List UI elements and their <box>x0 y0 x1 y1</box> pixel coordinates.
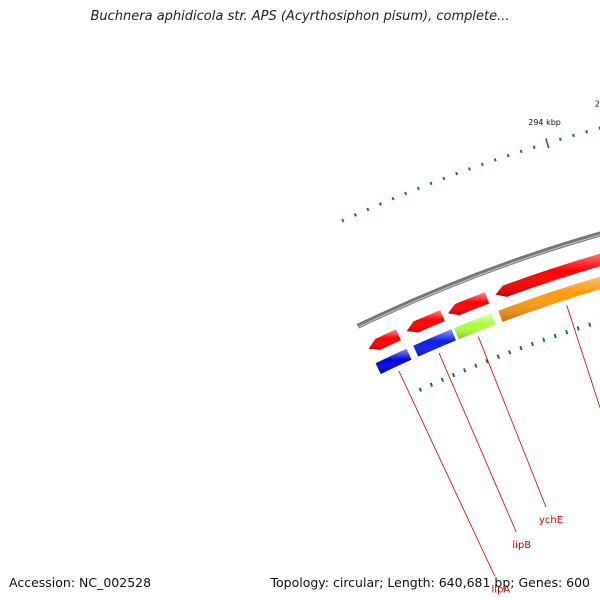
ruler-outer <box>341 126 600 223</box>
gene-leader-line <box>566 304 600 409</box>
gene-lipB <box>413 329 457 357</box>
ruler-minor-tick <box>532 145 536 149</box>
inner-ruler-tick <box>496 354 501 359</box>
accession-text: Accession: NC_002528 <box>9 575 152 590</box>
gene-rnb <box>498 276 600 322</box>
inner-ruler-tick <box>508 350 512 355</box>
inner-ruler-tick <box>530 341 535 347</box>
ruler-minor-tick <box>506 153 510 158</box>
backbone-circle <box>356 231 600 329</box>
inner-ruler-tick <box>519 345 523 351</box>
ruler-minor-tick <box>378 202 382 206</box>
ruler-minor-tick <box>391 196 395 201</box>
inner-ruler-tick <box>553 333 557 339</box>
ruler-minor-tick <box>585 130 589 134</box>
inner-ruler-tick <box>440 377 445 383</box>
forward-gene-arrow <box>406 310 445 333</box>
ruler-minor-tick <box>467 167 471 171</box>
ruler-minor-tick <box>416 186 420 191</box>
ruler-minor-tick <box>455 171 459 176</box>
inner-ruler-tick <box>485 358 489 364</box>
ruler-minor-tick <box>480 162 484 167</box>
ruler-minor-tick <box>366 207 370 212</box>
ruler-label: 294 kbp <box>528 118 561 127</box>
inner-ruler-tick <box>588 322 592 327</box>
inner-ruler-tick <box>462 368 467 373</box>
inner-ruler-tick <box>576 326 580 331</box>
gene-label: lipA <box>492 584 511 595</box>
backbone-highlight <box>357 234 600 328</box>
ruler-minor-tick <box>341 218 345 223</box>
forward-gene-arrow <box>368 329 401 350</box>
ruler-label: 293 kbp <box>595 100 600 109</box>
inner-ruler-tick <box>565 329 569 335</box>
ruler-minor-tick <box>442 176 446 181</box>
gene-leader-line <box>477 336 547 507</box>
topology-text: Topology: circular; Length: 640,681 bp; … <box>270 575 591 590</box>
gene-label: ychE <box>539 515 563 526</box>
ruler-minor-tick <box>429 181 433 186</box>
gene-lipA <box>375 348 412 375</box>
ruler-minor-tick <box>519 149 523 154</box>
reverse-strand-features <box>375 276 600 375</box>
ruler-labels: 294 kbp293 kbp292 kbp291 kbp290 kbp289 k… <box>528 100 600 128</box>
inner-ruler-tick <box>542 337 546 343</box>
forward-strand-features <box>368 253 600 350</box>
ruler-minor-tick <box>353 213 357 217</box>
ruler-minor-tick <box>404 191 408 196</box>
gene-leader-line <box>398 370 496 577</box>
map-title: Buchnera aphidicola str. APS (Acyrthosip… <box>90 9 510 24</box>
gene-label: lipB <box>512 540 531 551</box>
gene-ychE <box>454 313 496 340</box>
forward-gene-arrow <box>448 292 490 316</box>
ruler-minor-tick <box>493 158 497 162</box>
inner-ruler-tick <box>474 363 478 368</box>
forward-gene-arrow <box>495 253 600 297</box>
inner-ruler-tick <box>451 372 456 378</box>
gene-labels: lipAlipBychErnbfabImltEpurBycfC <box>398 304 600 595</box>
ruler-major-tick <box>545 138 550 149</box>
inner-ruler-tick <box>418 387 423 392</box>
ruler-inner <box>418 319 600 392</box>
ruler-minor-tick <box>572 133 575 138</box>
inner-ruler-tick <box>429 382 434 387</box>
ruler-minor-tick <box>558 137 562 141</box>
gene-leader-line <box>438 352 517 533</box>
